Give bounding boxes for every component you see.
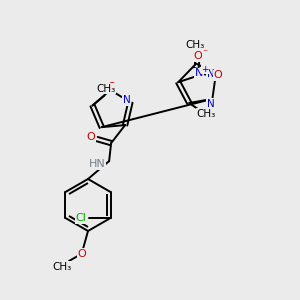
Text: O: O [78,249,86,259]
Text: ⁻: ⁻ [202,48,208,58]
Text: O: O [194,51,203,61]
Text: CH₃: CH₃ [185,40,204,50]
Text: O: O [87,132,95,142]
Text: +: + [201,65,209,74]
Text: CH₃: CH₃ [96,83,115,94]
Text: N: N [195,68,203,78]
Text: CH₃: CH₃ [52,262,72,272]
Text: N: N [206,99,214,109]
Text: N: N [207,69,214,79]
Text: N: N [122,95,130,105]
Text: CH₃: CH₃ [196,109,216,119]
Text: HN: HN [89,159,106,169]
Text: O: O [107,82,116,92]
Text: Cl: Cl [75,213,86,223]
Text: O: O [214,70,223,80]
